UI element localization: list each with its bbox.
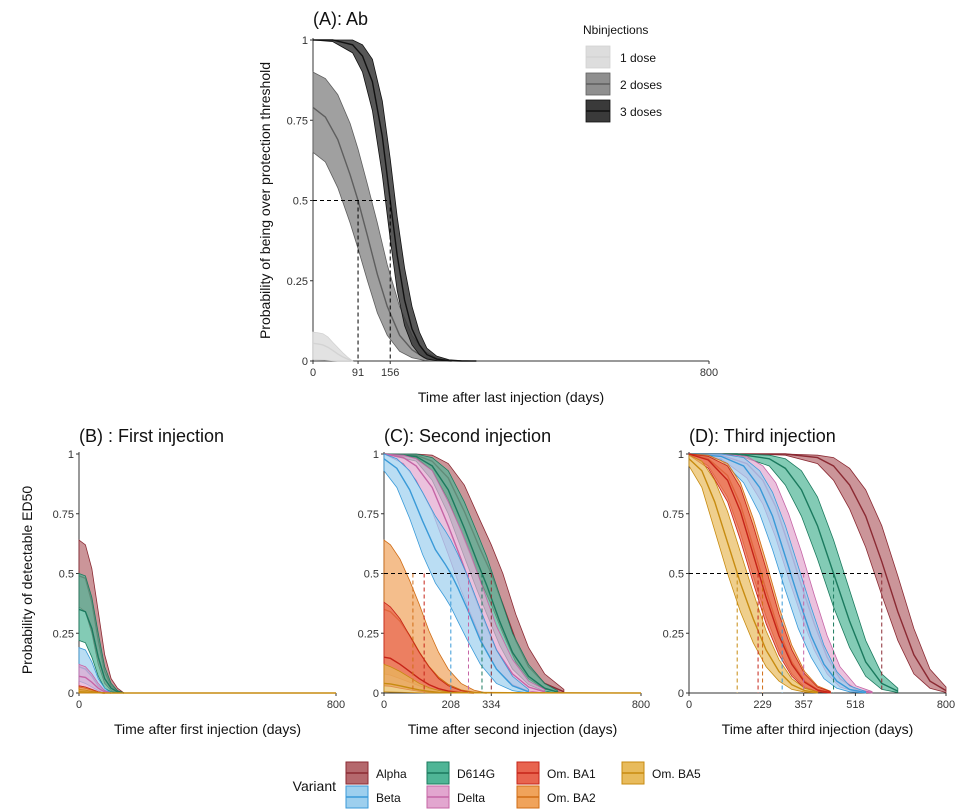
panel-title: (C): Second injection xyxy=(384,426,551,446)
legend-label: Delta xyxy=(457,791,485,805)
y-tick-label: 0.25 xyxy=(358,628,379,640)
x-tick-label: 156 xyxy=(381,367,399,379)
series-line xyxy=(78,675,112,694)
legend-label: 2 doses xyxy=(620,78,662,92)
series-line xyxy=(78,608,125,694)
x-tick-label: 0 xyxy=(310,367,316,379)
legend-label: D614G xyxy=(457,767,495,781)
y-tick-label: 0 xyxy=(678,688,684,700)
legend-label: Om. BA1 xyxy=(547,767,596,781)
shared-y-axis-label: Probability of detectable ED50 xyxy=(19,486,35,675)
confidence-band xyxy=(688,454,818,694)
panel-a: (A): Ab 0 0.25 0.5 0.75 1 0 91 156 800 Time after … xyxy=(257,9,718,405)
x-tick-label: 800 xyxy=(700,367,718,379)
y-tick-label: 1 xyxy=(302,35,308,47)
panel-title: (B) : First injection xyxy=(79,426,224,446)
legend-label: Om. BA5 xyxy=(652,767,701,781)
x-tick-label: 357 xyxy=(795,699,813,711)
y-tick-label: 0.5 xyxy=(293,196,308,208)
x-axis-label: Time after first injection (days) xyxy=(114,721,301,737)
x-axis-label: Time after last injection (days) xyxy=(418,389,604,405)
y-tick-label: 1 xyxy=(678,449,684,461)
confidence-band xyxy=(312,331,354,362)
series-line xyxy=(383,682,642,694)
y-tick-label: 0.25 xyxy=(287,276,308,288)
y-tick-label: 0 xyxy=(373,688,379,700)
y-tick-label: 0.25 xyxy=(663,628,684,640)
x-tick-label: 334 xyxy=(482,699,500,711)
legend-label: Om. BA2 xyxy=(547,791,596,805)
confidence-band xyxy=(689,453,947,694)
y-tick-label: 0.75 xyxy=(663,509,684,521)
x-tick-label: 91 xyxy=(352,367,364,379)
x-tick-label: 0 xyxy=(381,699,387,711)
series-line xyxy=(78,691,336,694)
panel-title: (D): Third injection xyxy=(689,426,836,446)
series-line xyxy=(688,453,831,694)
x-axis-label: Time after second injection (days) xyxy=(408,721,618,737)
y-tick-label: 1 xyxy=(373,449,379,461)
x-tick-label: 0 xyxy=(76,699,82,711)
legend-nbinjections: Nbinjections 1 dose 2 doses 3 doses xyxy=(583,23,662,123)
y-tick-label: 0.75 xyxy=(53,509,74,521)
y-tick-label: 0.5 xyxy=(59,569,74,581)
x-tick-label: 518 xyxy=(846,699,864,711)
x-tick-label: 800 xyxy=(632,699,650,711)
x-tick-label: 229 xyxy=(753,699,771,711)
y-tick-label: 0.75 xyxy=(287,115,308,127)
panel-b: (B) : First injection 0 0.25 0.5 0.75 1 0 800 Ti… xyxy=(53,426,346,737)
y-tick-label: 0.25 xyxy=(53,628,74,640)
legend-label: Beta xyxy=(376,791,401,805)
x-tick-label: 800 xyxy=(327,699,345,711)
x-tick-label: 800 xyxy=(937,699,955,711)
panel-title: (A): Ab xyxy=(313,9,368,29)
x-tick-label: 0 xyxy=(686,699,692,711)
series-line xyxy=(312,342,353,362)
legend-label: Alpha xyxy=(376,767,407,781)
panel-d: (D): Third injection 0 0.25 0.5 0.75 1 0 229 357… xyxy=(663,426,956,737)
y-tick-label: 0 xyxy=(68,688,74,700)
panel-c: (C): Second injection 0 0.25 0.5 0.75 1 0 208 33… xyxy=(358,426,651,737)
series-line xyxy=(313,39,477,362)
series-line xyxy=(689,453,947,692)
x-axis-label: Time after third injection (days) xyxy=(722,721,914,737)
series-line xyxy=(688,453,866,694)
legend-label: 3 doses xyxy=(620,105,662,119)
legend-title: Nbinjections xyxy=(583,23,648,37)
x-tick-label: 208 xyxy=(442,699,460,711)
series-line xyxy=(689,453,899,692)
series-line xyxy=(688,458,818,694)
y-tick-label: 0.75 xyxy=(358,509,379,521)
legend-label: 1 dose xyxy=(620,51,656,65)
legend-title: Variant xyxy=(293,778,336,794)
y-axis-label: Probability of being over protection thr… xyxy=(257,62,273,339)
y-tick-label: 0 xyxy=(302,356,308,368)
y-tick-label: 0.5 xyxy=(364,569,379,581)
y-tick-label: 0.5 xyxy=(669,569,684,581)
y-tick-label: 1 xyxy=(68,449,74,461)
legend-variant: Variant Alpha Beta D614G Delta Om. BA1 Om. BA2… xyxy=(293,761,701,809)
